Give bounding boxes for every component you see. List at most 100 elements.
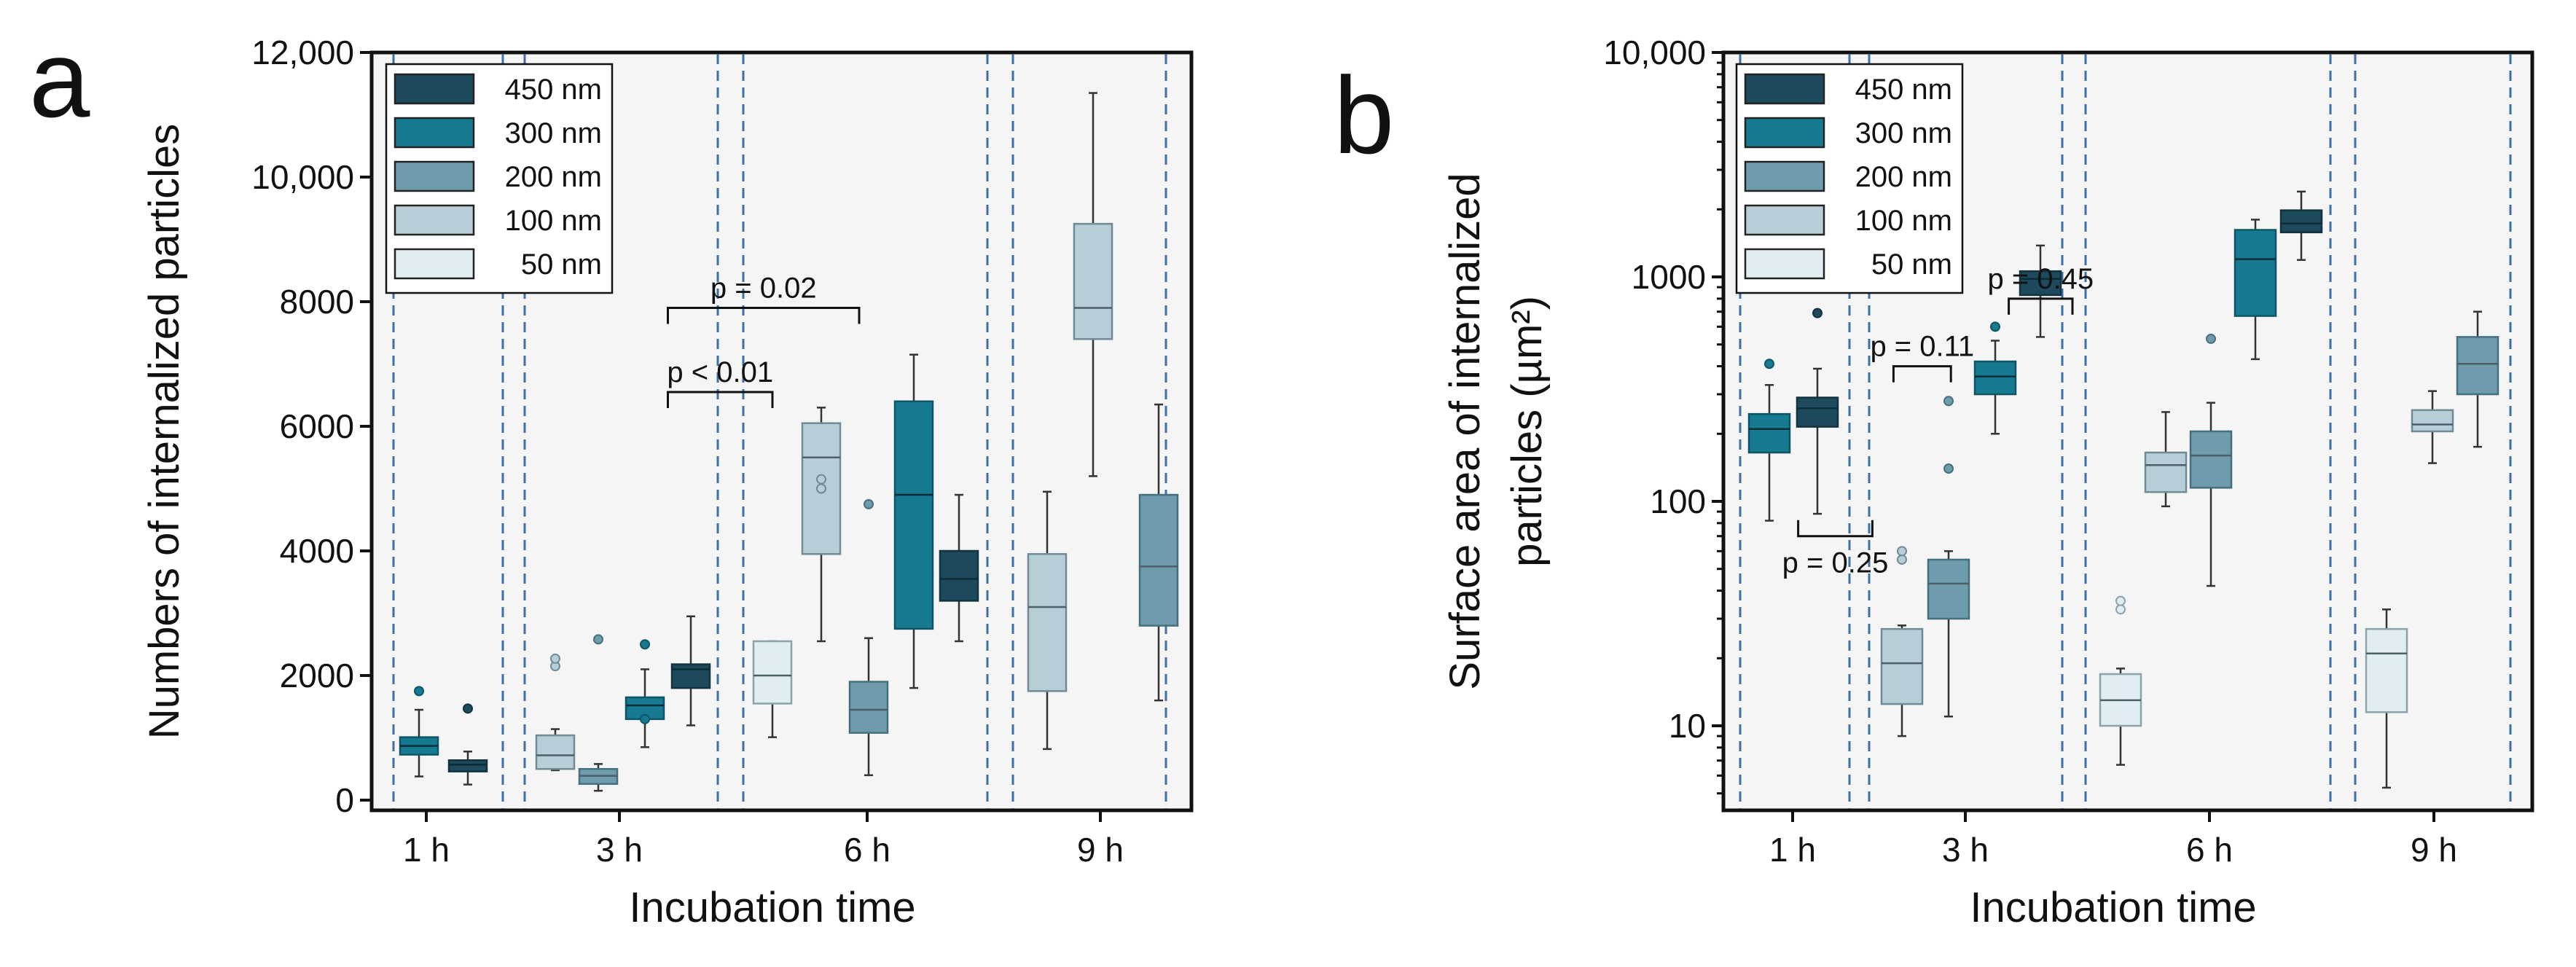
y-tick-label: 1000 — [1632, 258, 1706, 296]
box-outlier — [1943, 463, 1954, 474]
box-iqr — [2456, 336, 2499, 396]
legend-label: 450 nm — [505, 74, 602, 106]
legend-swatch — [394, 204, 475, 236]
box-outlier — [864, 498, 874, 509]
x-tick-label: 1 h — [1769, 831, 1816, 869]
legend-swatch — [394, 117, 475, 149]
box-iqr — [1973, 360, 2017, 396]
x-tick-label: 1 h — [403, 831, 450, 869]
box-iqr — [1138, 493, 1179, 627]
box-outlier — [1897, 554, 1907, 565]
panel-b-chart: b 10 100 1000 10,000 1 h 3 h 6 h 9 h p = 0.25 p =… — [1334, 34, 2534, 931]
box-outlier — [2115, 604, 2126, 615]
panel-b-y-axis-title-line2: particles (µm²) — [1503, 296, 1551, 567]
y-tick-label: 4000 — [280, 532, 354, 570]
legend-label: 450 nm — [1855, 74, 1952, 106]
panel-a-y-axis-title: Numbers of internalized particles — [141, 124, 188, 740]
legend-swatch — [1744, 248, 1825, 280]
legend-swatch — [394, 160, 475, 192]
y-tick-label: 6000 — [280, 407, 354, 445]
box-iqr — [1073, 222, 1113, 340]
box-outlier — [593, 634, 603, 645]
y-tick-label: 0 — [335, 781, 354, 819]
legend-label: 300 nm — [1855, 117, 1952, 149]
panel-b-letter: b — [1334, 54, 1394, 176]
box-outlier — [463, 703, 473, 714]
legend-swatch — [1744, 204, 1825, 236]
legend-label: 100 nm — [1855, 205, 1952, 237]
panel-a-chart: a 0 2000 4000 6000 8000 10,000 12,000 1 h 3 h 6 h… — [29, 17, 1194, 931]
box-outlier — [816, 483, 826, 494]
y-tick-label: 12,000 — [251, 34, 354, 71]
legend-swatch — [394, 73, 475, 105]
y-tick-label: 10,000 — [251, 158, 354, 196]
box-iqr — [447, 759, 488, 772]
legend-swatch — [394, 248, 475, 280]
box-iqr — [939, 549, 979, 602]
legend-swatch — [1744, 117, 1825, 149]
box-iqr — [2234, 229, 2277, 317]
box-iqr — [2019, 270, 2062, 297]
x-tick-label: 6 h — [844, 831, 890, 869]
significance-bracket — [1797, 520, 1874, 538]
box-outlier — [1897, 546, 1907, 557]
y-tick-label: 2000 — [280, 657, 354, 694]
box-outlier — [1990, 321, 2000, 332]
box-outlier — [1812, 308, 1823, 318]
x-tick-label: 9 h — [1077, 831, 1124, 869]
y-tick-label: 10 — [1669, 707, 1706, 745]
x-tick-label: 3 h — [1942, 831, 1989, 869]
panel-b-y-axis-title-line1: Surface area of internalized — [1441, 173, 1489, 689]
box-iqr — [1747, 412, 1791, 454]
significance-label: p < 0.01 — [667, 356, 773, 388]
box-outlier — [550, 653, 560, 664]
significance-label: p = 0.11 — [1870, 331, 1974, 363]
legend-label: 50 nm — [1871, 248, 1952, 281]
box-iqr — [670, 663, 711, 689]
box-outlier — [816, 474, 826, 485]
panel-b-content: 10 100 1000 10,000 1 h 3 h 6 h 9 h p = 0.25 p = 0… — [1603, 34, 2512, 869]
box-iqr — [848, 681, 889, 734]
panel-a-content: 0 2000 4000 6000 8000 10,000 12,000 1 h 3 h 6 h 9 … — [251, 34, 1179, 869]
legend: 450 nm 300 nm 200 nm 100 nm 50 nm — [385, 63, 614, 294]
box-iqr — [1796, 396, 1839, 428]
box-iqr — [535, 734, 576, 770]
box-outlier — [1764, 359, 1774, 369]
legend-label: 200 nm — [505, 161, 602, 193]
y-tick-label: 10,000 — [1603, 34, 1706, 71]
box-outlier — [2115, 595, 2126, 606]
legend-swatch — [1744, 160, 1825, 192]
box-iqr — [2189, 430, 2233, 489]
panel-b-x-axis-title: Incubation time — [1970, 884, 2256, 931]
significance-label: p = 0.25 — [1782, 547, 1889, 579]
x-tick-label: 6 h — [2186, 831, 2233, 869]
panel-a-x-axis-title: Incubation time — [629, 884, 915, 931]
panel-a-letter: a — [29, 17, 90, 140]
box-iqr — [1880, 627, 1924, 705]
legend-swatch — [1744, 73, 1825, 105]
y-tick-label: 8000 — [280, 283, 354, 321]
box-iqr — [1927, 558, 1970, 620]
legend-label: 200 nm — [1855, 161, 1952, 193]
x-tick-label: 3 h — [596, 831, 643, 869]
box-iqr — [893, 400, 934, 630]
box-iqr — [2411, 409, 2454, 433]
legend-label: 300 nm — [505, 117, 602, 149]
y-tick-label: 100 — [1650, 482, 1706, 520]
box-iqr — [2279, 209, 2323, 234]
significance-bracket — [667, 391, 774, 408]
x-tick-label: 9 h — [2411, 831, 2457, 869]
legend: 450 nm 300 nm 200 nm 100 nm 50 nm — [1735, 63, 1964, 294]
legend-label: 100 nm — [505, 205, 602, 237]
box-outlier — [414, 686, 424, 697]
significance-bracket — [2008, 297, 2074, 315]
box-outlier — [1943, 396, 1954, 407]
legend-label: 50 nm — [521, 248, 602, 281]
box-outlier — [2206, 333, 2216, 344]
significance-bracket — [1892, 365, 1952, 383]
box-outlier — [640, 639, 650, 650]
significance-bracket — [667, 307, 861, 324]
box-iqr — [2144, 451, 2188, 493]
box-outlier — [640, 713, 650, 724]
